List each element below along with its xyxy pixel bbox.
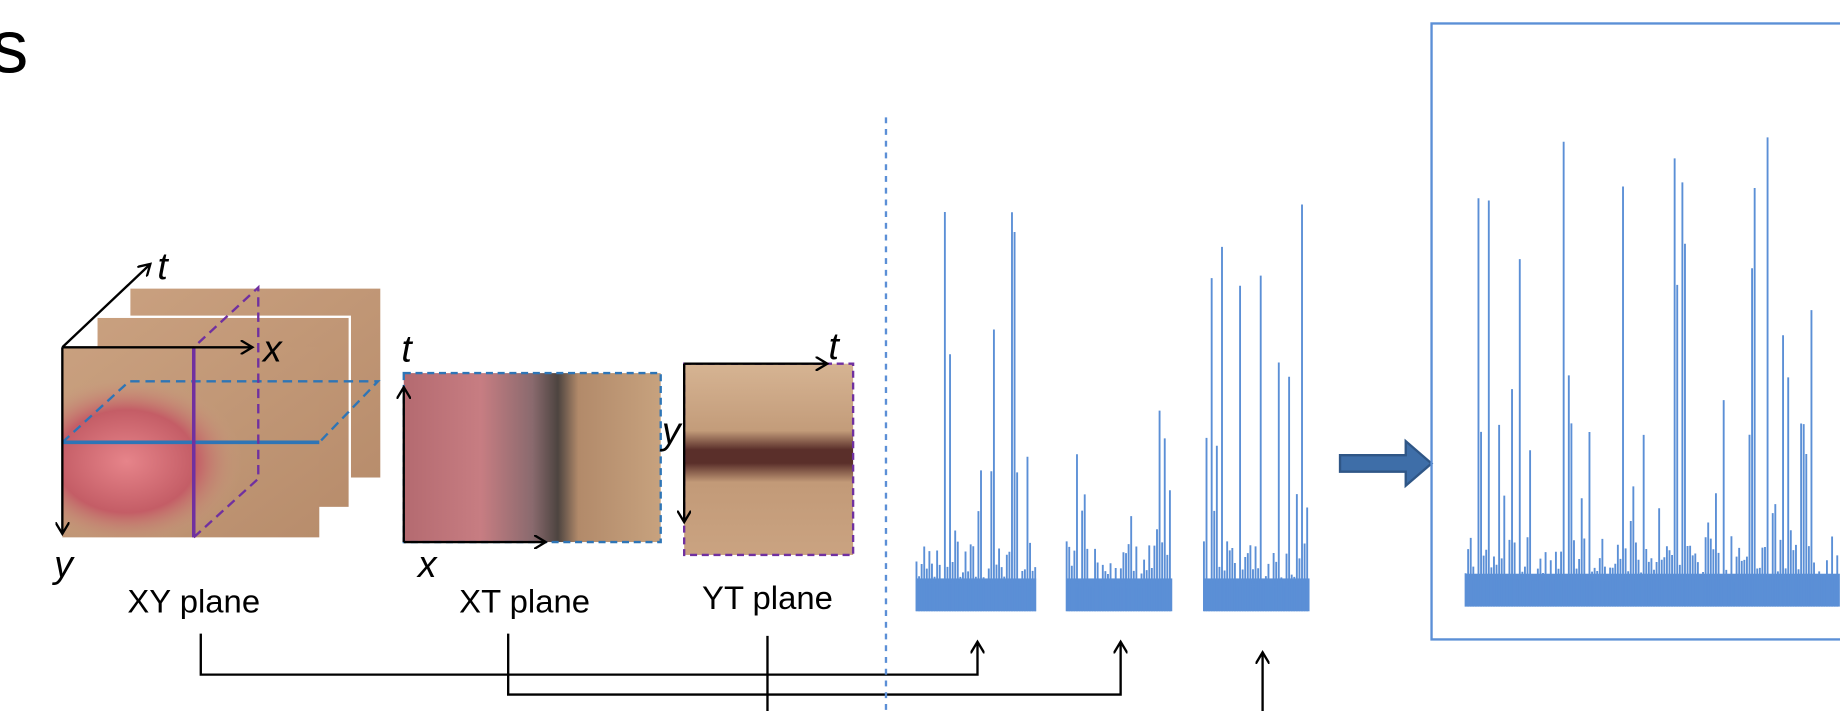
axis-label: y [51,543,75,585]
connectors [201,634,1263,711]
histograms [916,137,1839,611]
histogram [1204,205,1310,612]
heading: s [0,5,28,89]
xt-patch [404,373,661,542]
histogram [1466,137,1840,606]
xy-stack [62,264,381,537]
axis-label: y [659,409,683,451]
axis-label: t [828,325,840,367]
axis-label: t [401,327,413,369]
yt-patch [684,364,853,555]
histogram [1067,411,1173,612]
axis-label: x [261,327,283,369]
axis-label: t [157,245,169,287]
plane-label: YT plane [702,579,833,616]
plane-label: XT plane [459,582,590,619]
arrow [1340,441,1432,486]
axis-label: x [416,543,438,585]
histogram [916,212,1036,611]
diagram: s t x y XY plane t x XT plane t y YT pla… [0,0,1840,711]
plane-label: XY plane [127,582,260,619]
